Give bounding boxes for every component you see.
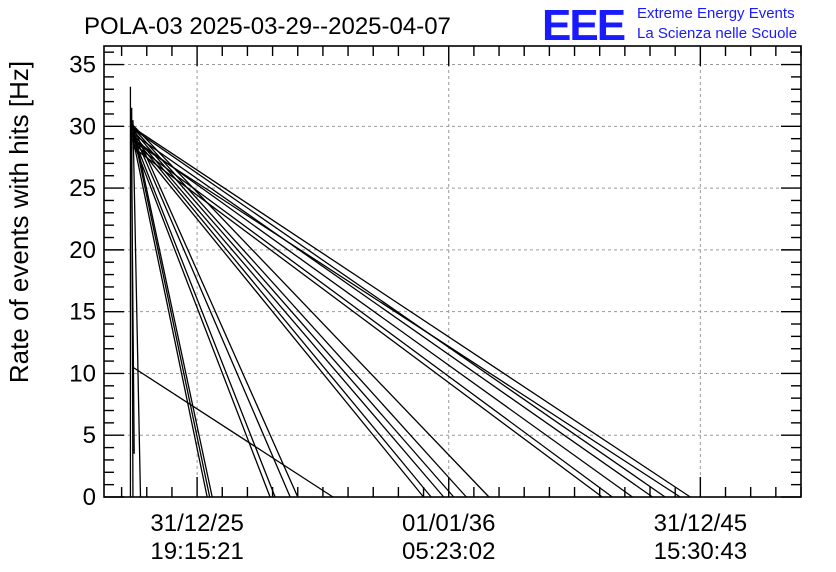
- x-tick-date-label: 31/12/25: [150, 510, 243, 537]
- logo-letters: EEE: [542, 1, 625, 50]
- data-line-segment: [132, 120, 142, 498]
- y-tick-label: 15: [69, 299, 96, 326]
- data-line-segment: [131, 138, 425, 498]
- data-line-segment: [132, 146, 603, 498]
- y-tick-label: 35: [69, 52, 96, 79]
- plot-frame: [103, 45, 802, 498]
- data-line-segment: [132, 138, 208, 498]
- logo-line-2: La Scienza nelle Scuole: [637, 25, 797, 42]
- data-line-segment: [132, 127, 691, 498]
- data-line-segment: [132, 126, 299, 498]
- data-line-segment: [132, 131, 291, 498]
- y-tick-label: 30: [69, 113, 96, 140]
- y-tick-label: 5: [83, 422, 96, 449]
- data-line-segment: [130, 113, 135, 454]
- y-tick-label: 0: [83, 484, 96, 511]
- y-tick-label: 20: [69, 237, 96, 264]
- x-tick-time-label: 19:15:21: [150, 538, 243, 565]
- data-line-segment: [132, 128, 666, 498]
- data-line-segment: [132, 140, 681, 498]
- y-tick-labels: 0 5 10 15 20 25 30 35: [69, 52, 96, 511]
- data-line-segment: [132, 135, 276, 498]
- data-line-segment: [132, 133, 653, 498]
- grid-lines: [104, 46, 801, 497]
- axis-ticks: [104, 46, 802, 498]
- data-line-segment: [132, 143, 613, 498]
- chart-title: POLA-03 2025-03-29--2025-04-07: [84, 13, 451, 40]
- x-tick-time-label: 15:30:43: [654, 538, 747, 565]
- data-line-segment: [132, 129, 211, 498]
- eee-logo: EEE Extreme Energy Events La Scienza nel…: [542, 1, 797, 50]
- data-line-segment: [131, 128, 455, 498]
- logo-line-1: Extreme Energy Events: [637, 5, 795, 22]
- data-line-segment: [131, 123, 490, 498]
- data-line-segment: [131, 132, 445, 498]
- data-line-segment: [132, 140, 271, 498]
- y-tick-label: 10: [69, 360, 96, 387]
- data-line-segment: [131, 134, 432, 498]
- data-line-segment: [132, 138, 633, 498]
- data-line-segment: [132, 124, 213, 498]
- data-series: [129, 86, 691, 498]
- x-tick-date-label: 31/12/45: [654, 510, 747, 537]
- y-axis-title: Rate of events with hits [Hz]: [4, 61, 34, 383]
- x-tick-time-label: 05:23:02: [402, 538, 495, 565]
- data-line-segment: [132, 366, 334, 498]
- x-tick-date-label: 01/01/36: [402, 510, 495, 537]
- y-tick-label: 25: [69, 175, 96, 202]
